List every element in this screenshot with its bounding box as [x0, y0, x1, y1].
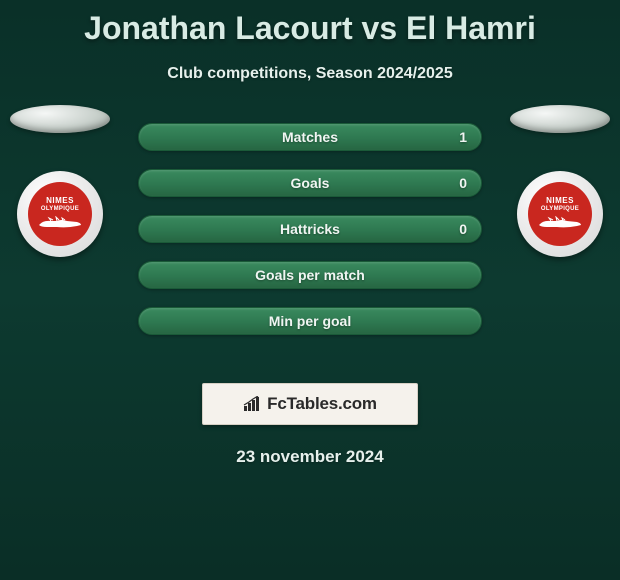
club-badge-right: NIMES OLYMPIQUE [517, 171, 603, 257]
badge-left-inner: NIMES OLYMPIQUE [28, 182, 92, 246]
badge-right-line1: NIMES [546, 197, 574, 205]
page-title: Jonathan Lacourt vs El Hamri [0, 0, 620, 47]
stat-label: Goals per match [255, 267, 365, 283]
brand-box: FcTables.com [202, 383, 418, 425]
stat-row-goals: Goals 0 [138, 169, 482, 197]
stat-label: Matches [282, 129, 338, 145]
stat-row-matches: Matches 1 [138, 123, 482, 151]
stat-label: Goals [291, 175, 330, 191]
bar-chart-icon [243, 396, 263, 412]
stat-row-min-per-goal: Min per goal [138, 307, 482, 335]
stat-row-hattricks: Hattricks 0 [138, 215, 482, 243]
player-left-oval [10, 105, 110, 133]
player-left-col: NIMES OLYMPIQUE [10, 105, 110, 257]
player-right-oval [510, 105, 610, 133]
player-right-col: NIMES OLYMPIQUE [510, 105, 610, 257]
comparison-area: NIMES OLYMPIQUE NIMES OLYMPIQUE [0, 123, 620, 363]
stat-label: Min per goal [269, 313, 351, 329]
stat-rows: Matches 1 Goals 0 Hattricks 0 Goals per … [138, 123, 482, 335]
badge-left-line1: NIMES [46, 197, 74, 205]
stat-label: Hattricks [280, 221, 340, 237]
club-badge-left: NIMES OLYMPIQUE [17, 171, 103, 257]
badge-right-line2: OLYMPIQUE [541, 206, 579, 212]
subtitle: Club competitions, Season 2024/2025 [0, 65, 620, 83]
crocodile-icon [537, 216, 583, 230]
crocodile-icon [37, 216, 83, 230]
stat-right-value: 1 [459, 129, 467, 145]
badge-left-line2: OLYMPIQUE [41, 206, 79, 212]
stat-right-value: 0 [459, 175, 467, 191]
stat-right-value: 0 [459, 221, 467, 237]
date-text: 23 november 2024 [0, 447, 620, 467]
stat-row-goals-per-match: Goals per match [138, 261, 482, 289]
brand-text: FcTables.com [267, 394, 377, 414]
badge-right-inner: NIMES OLYMPIQUE [528, 182, 592, 246]
